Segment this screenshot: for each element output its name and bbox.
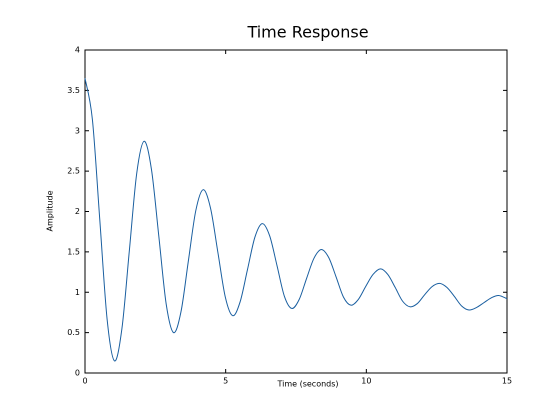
- data-line: [84, 78, 508, 362]
- x-axis-label: Time (seconds): [276, 380, 338, 389]
- y-tick-label: 4: [75, 46, 80, 55]
- chart-title: Time Response: [246, 23, 368, 42]
- y-tick-label: 0: [75, 369, 80, 378]
- y-tick-label: 0.5: [67, 328, 80, 337]
- y-tick-label: 1.5: [67, 247, 80, 256]
- y-tick-label: 2: [75, 207, 80, 216]
- y-tick-label: 3.5: [67, 86, 80, 95]
- y-tick-label: 1: [75, 288, 80, 297]
- x-tick-label: 5: [223, 377, 228, 386]
- y-axis-label: Amplitude: [46, 190, 55, 231]
- y-tick-label: 2.5: [67, 167, 80, 176]
- x-tick-label: 0: [82, 377, 87, 386]
- x-tick-label: 15: [502, 377, 512, 386]
- x-tick-label: 10: [361, 377, 371, 386]
- y-tick-label: 3: [75, 126, 80, 135]
